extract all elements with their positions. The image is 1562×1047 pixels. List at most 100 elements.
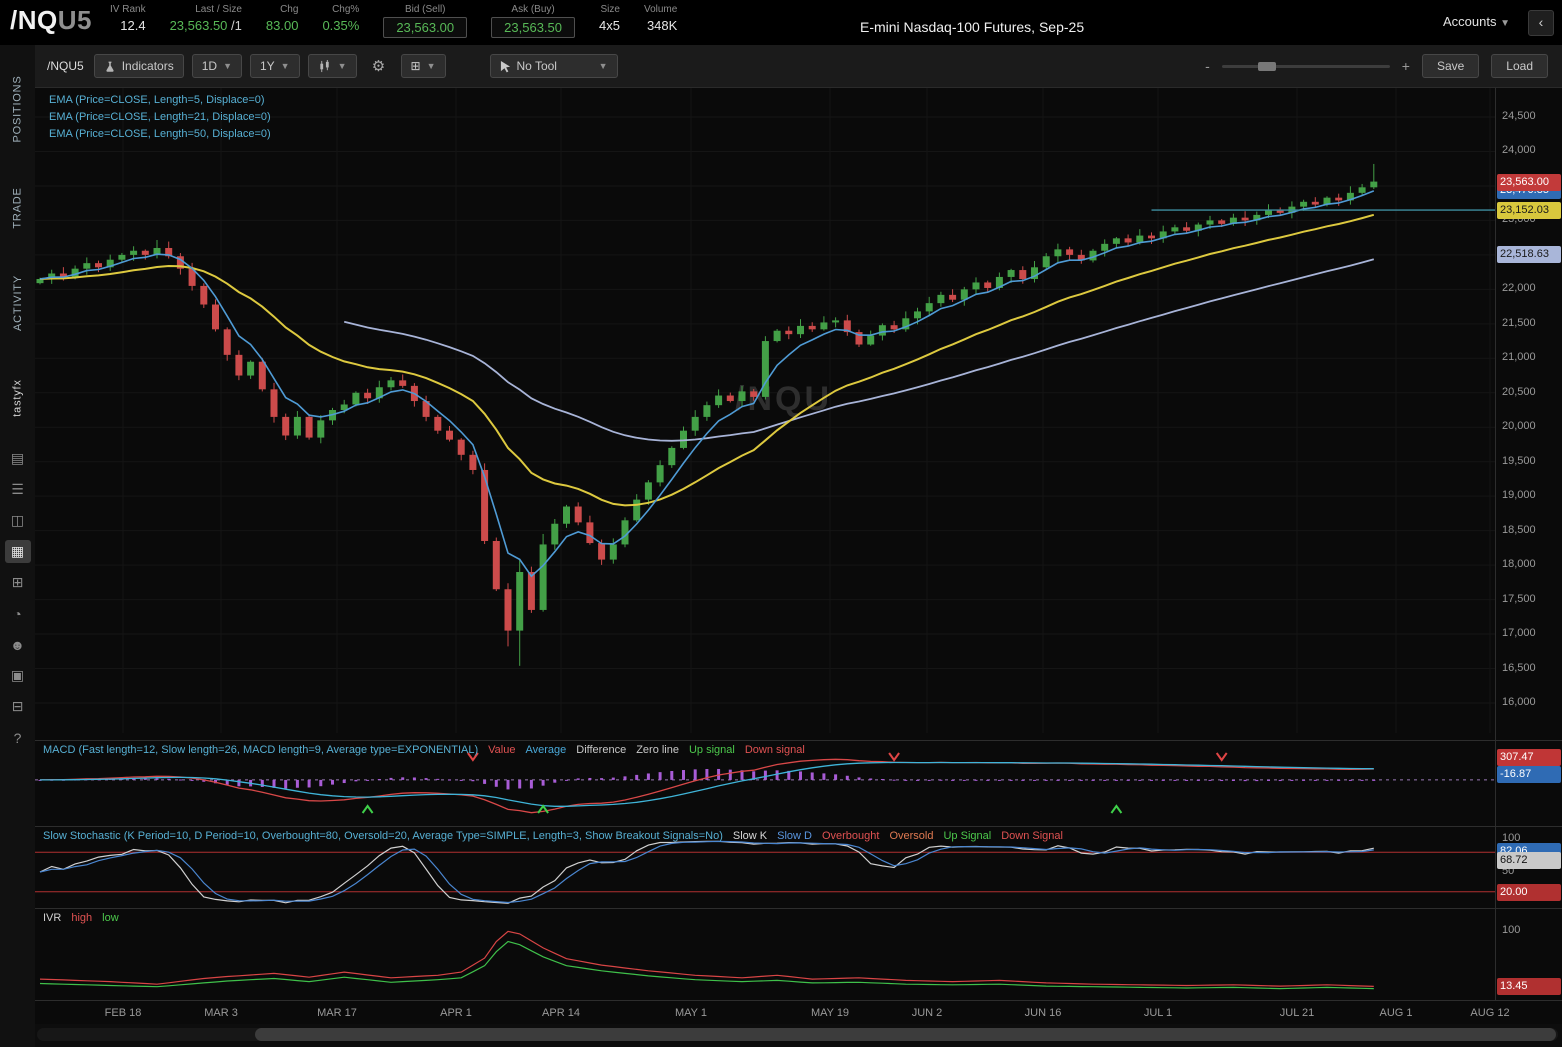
time-axis-label: MAR 3 [204, 1007, 238, 1019]
stat-value: 23,563.50 /1 [169, 18, 242, 33]
zoom-slider-thumb[interactable] [1257, 61, 1276, 71]
quote-stats: IV Rank 12.4 Last / Size 23,563.50 /1 Chg 83.… [110, 4, 677, 38]
stat-label: Volume [643, 4, 678, 15]
chevron-down-icon: ▼ [1500, 18, 1510, 29]
macd-value-label: 307.47 [1497, 749, 1561, 766]
sidebar-tab-trade[interactable]: TRADE [11, 187, 24, 229]
price-axis-value-label: 22,518.63 [1497, 245, 1561, 263]
zoom-slider[interactable] [1221, 61, 1390, 71]
zoom-in-button[interactable]: + [1401, 58, 1410, 74]
time-axis-label: JUN 16 [1024, 1007, 1062, 1019]
stoch-axis-tick: 100 [1502, 832, 1521, 844]
time-axis-label: MAY 1 [675, 1007, 707, 1019]
price-axis-tick: 20,000 [1502, 420, 1536, 433]
stat-label: Bid (Sell) [404, 4, 446, 15]
chevron-down-icon: ▼ [426, 61, 436, 71]
sidebar-tab-positions[interactable]: POSITIONS [11, 75, 24, 143]
macd-panel: MACD (Fast length=12, Slow length=26, MA… [35, 740, 1562, 827]
time-axis-label: APR 1 [440, 1007, 472, 1019]
symbol-title: /NQU5 [10, 5, 92, 36]
stat-value: 4x5 [599, 18, 620, 33]
svg-text:/NQU: /NQU [735, 380, 832, 418]
chart-type-select[interactable]: ▼ [307, 54, 357, 78]
drawing-tools-select[interactable]: ⊞ ▼ [400, 54, 446, 78]
stat-chg: Chg 83.00 [266, 4, 299, 33]
price-axis-tick: 18,500 [1502, 523, 1536, 536]
chevron-down-icon: ▼ [598, 61, 608, 71]
follow-traders-icon[interactable]: ☻ [10, 636, 25, 653]
stat-value: 23,563.50 [491, 17, 575, 38]
time-axis-label: AUG 1 [1379, 1007, 1413, 1019]
stat-volume: Volume 348K [644, 4, 677, 33]
indicators-button[interactable]: Indicators [93, 54, 184, 78]
macd-canvas[interactable] [35, 741, 1495, 827]
chevron-down-icon: ▼ [223, 61, 232, 71]
flask-icon [104, 60, 116, 73]
time-axis-label: AUG 12 [1470, 1007, 1510, 1019]
stat-chg-: Chg% 0.35% [322, 4, 359, 33]
price-axis-tick: 19,000 [1502, 489, 1536, 502]
stat-label: Ask (Buy) [511, 4, 555, 15]
history-icon[interactable]: ◔ [13, 605, 22, 622]
time-axis: FEB 18 MAR 3 MAR 17 APR 1 APR 14 MAY 1 MAY 19 J… [35, 1000, 1562, 1025]
stochastic-canvas[interactable] [35, 827, 1495, 909]
time-axis-label: MAR 17 [317, 1007, 357, 1019]
ivr-canvas[interactable] [35, 909, 1495, 1001]
scrollbar-thumb[interactable] [255, 1028, 1556, 1041]
stat-ask-buy-[interactable]: Ask (Buy) 23,563.50 [491, 4, 575, 38]
price-axis-tick: 21,500 [1502, 316, 1536, 329]
ivr-value-label: 13.45 [1497, 978, 1561, 996]
symbol-root: /NQ [10, 5, 58, 35]
trade-ticket-icon[interactable]: ◫ [10, 512, 25, 528]
watchlist-icon[interactable]: ☰ [11, 481, 24, 497]
save-button[interactable]: Save [1421, 54, 1480, 78]
chevron-down-icon: ▼ [337, 61, 347, 71]
zoom-out-button[interactable]: - [1205, 58, 1210, 74]
chart-icon[interactable]: ▦ [4, 540, 31, 563]
stochastic-panel: Slow Stochastic (K Period=10, D Period=1… [35, 826, 1562, 909]
load-button[interactable]: Load [1491, 54, 1548, 78]
range-select[interactable]: 1Y ▼ [249, 54, 300, 78]
stat-label: Chg [280, 4, 299, 15]
stochastic-axis: 100 50 82.06 68.72 20.00 [1495, 827, 1562, 909]
time-axis-label: JUN 2 [911, 1007, 943, 1019]
platform-settings-icon[interactable]: ⊟ [11, 698, 24, 714]
stat-label: Last / Size [195, 4, 242, 15]
price-axis-tick: 21,000 [1502, 351, 1536, 364]
price-chart-canvas[interactable]: /NQU [35, 88, 1495, 740]
notes-icon[interactable]: ▤ [10, 450, 25, 466]
stat-value: 0.35% [322, 18, 360, 33]
stat-label: Chg% [332, 4, 360, 15]
price-axis-tick: 24,000 [1502, 144, 1536, 157]
calendar-icon[interactable]: ▣ [10, 667, 25, 683]
collapse-panel-button[interactable]: ‹ [1528, 10, 1554, 36]
grid-icon[interactable]: ⊞ [11, 574, 24, 590]
sidebar-icon-rail: ▤ ☰ ◫ ▦ ⊞ ◔ ☻ ▣ ⊟? [0, 447, 35, 749]
time-axis-label: JUL 1 [1143, 1007, 1173, 1019]
chart-toolbar: /NQU5 Indicators 1D ▼ 1Y ▼ ▼ ⚙ ⊞ ▼ No Tool… [35, 45, 1562, 88]
drawing-grid-icon: ⊞ [410, 59, 421, 73]
help-icon[interactable]: ? [13, 729, 22, 746]
active-tool-select[interactable]: No Tool ▼ [489, 54, 618, 78]
price-axis-tick: 17,500 [1502, 592, 1536, 605]
stat-label: IV Rank [110, 4, 146, 15]
price-axis-tick: 22,000 [1502, 282, 1536, 295]
price-axis[interactable]: 16,000 16,500 17,000 17,500 18,000 18,500 19,0… [1495, 88, 1562, 740]
chart-settings-gear-icon[interactable]: ⚙ [371, 58, 386, 75]
price-axis-tick: 24,500 [1502, 110, 1536, 122]
macd-axis: 307.47 -16.87 [1495, 741, 1562, 827]
sidebar-tab-activity[interactable]: ACTIVITY [11, 275, 24, 331]
price-axis-tick: 16,500 [1502, 661, 1536, 674]
stat-size: Size 4x5 [599, 4, 620, 33]
accounts-menu[interactable]: Accounts ▼ [1442, 14, 1510, 29]
symbol-header: /NQU5 IV Rank 12.4 Last / Size 23,563.50 /1… [0, 0, 1562, 46]
sidebar-tab-tastyfx[interactable]: tastyfx [11, 379, 24, 417]
stat-bid-sell-[interactable]: Bid (Sell) 23,563.00 [383, 4, 468, 38]
contract-description: E-mini Nasdaq-100 Futures, Sep-25 [860, 19, 1085, 35]
timeframe-select[interactable]: 1D ▼ [191, 54, 242, 78]
price-axis-value-label: 23,152.03 [1497, 201, 1561, 219]
stoch-value-label: 68.72 [1497, 851, 1561, 869]
stat-value-suffix: /1 [227, 18, 242, 33]
stat-value: 12.4 [120, 18, 146, 33]
stat-value: 348K [646, 18, 678, 33]
